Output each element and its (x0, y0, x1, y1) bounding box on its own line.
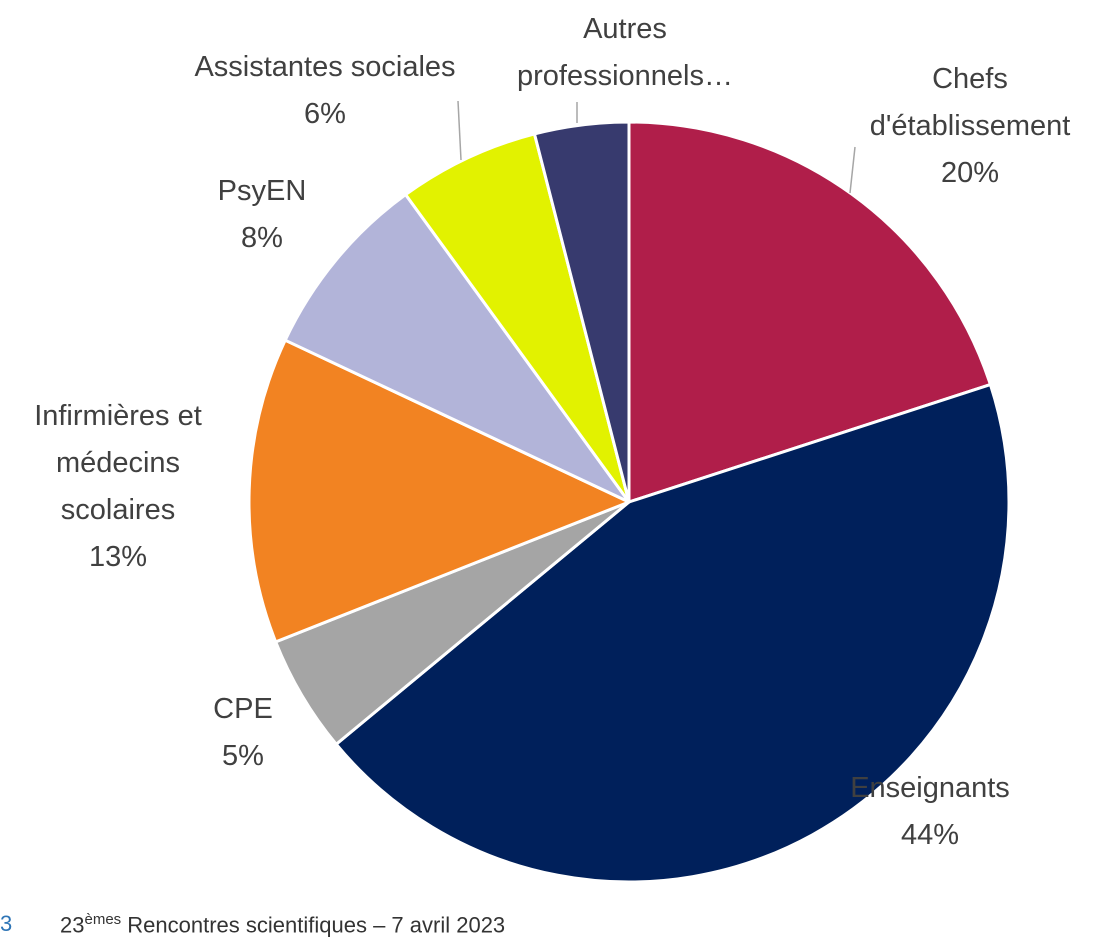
label-leader-lines (457, 100, 856, 194)
slice-name-line-enseignants: Enseignants (850, 772, 1010, 804)
pie-slice-assistantes (404, 132, 631, 504)
slice-label-autres: Autres professionnels… (517, 13, 733, 92)
slice-name-line-psyen: PsyEN (218, 175, 307, 207)
slice-label-assistantes: Assistantes sociales 6% (194, 51, 455, 130)
leader-line-assistantes (457, 100, 462, 161)
slice-name-line-autres: professionnels… (517, 60, 733, 92)
slide-footer: 3 23èmes Rencontres scientifiques – 7 av… (0, 911, 1097, 941)
slice-name-line-chefs: d'établissement (870, 110, 1071, 142)
slice-value-infirmieres: 13% (89, 541, 147, 573)
slice-value-cpe: 5% (222, 740, 264, 772)
slice-name-line-infirmieres: scolaires (61, 494, 175, 526)
pie-slices (247, 120, 1011, 884)
slice-value-psyen: 8% (241, 222, 283, 254)
slice-label-cpe: CPE 5% (213, 693, 273, 772)
page-number: 3 (0, 911, 13, 936)
pie-slice-chefs (627, 120, 992, 504)
slice-label-infirmieres: Infirmières et médecins scolaires 13% (34, 400, 202, 573)
slice-value-assistantes: 6% (304, 98, 346, 130)
slice-name-line-assistantes: Assistantes sociales (194, 51, 455, 83)
slice-label-chefs: Chefs d'établissement 20% (870, 63, 1071, 189)
slice-name-line-infirmieres: Infirmières et (34, 400, 202, 432)
pie-slice-enseignants (334, 383, 1011, 884)
leader-line-chefs (849, 146, 856, 194)
slice-name-line-infirmieres: médecins (56, 447, 180, 479)
slice-value-enseignants: 44% (901, 819, 959, 851)
pie-slice-psyen (283, 193, 631, 504)
slice-name-line-cpe: CPE (213, 693, 273, 725)
slice-value-chefs: 20% (941, 157, 999, 189)
slice-name-line-chefs: Chefs (932, 63, 1008, 95)
slice-name-line-autres: Autres (583, 13, 667, 45)
event-caption: 23èmes Rencontres scientifiques – 7 avri… (60, 911, 505, 938)
pie-slice-autres (533, 120, 631, 504)
slice-label-psyen: PsyEN 8% (218, 175, 307, 254)
pie-slice-infirmieres (247, 338, 631, 644)
event-ordinal-suffix: èmes (84, 911, 122, 928)
event-ordinal: 23 (60, 912, 85, 938)
event-text: Rencontres scientifiques – 7 avril 2023 (121, 912, 506, 938)
slice-label-enseignants: Enseignants 44% (850, 772, 1010, 851)
slice-labels: Chefs d'établissement 20% Enseignants 44% CPE… (34, 13, 1070, 851)
